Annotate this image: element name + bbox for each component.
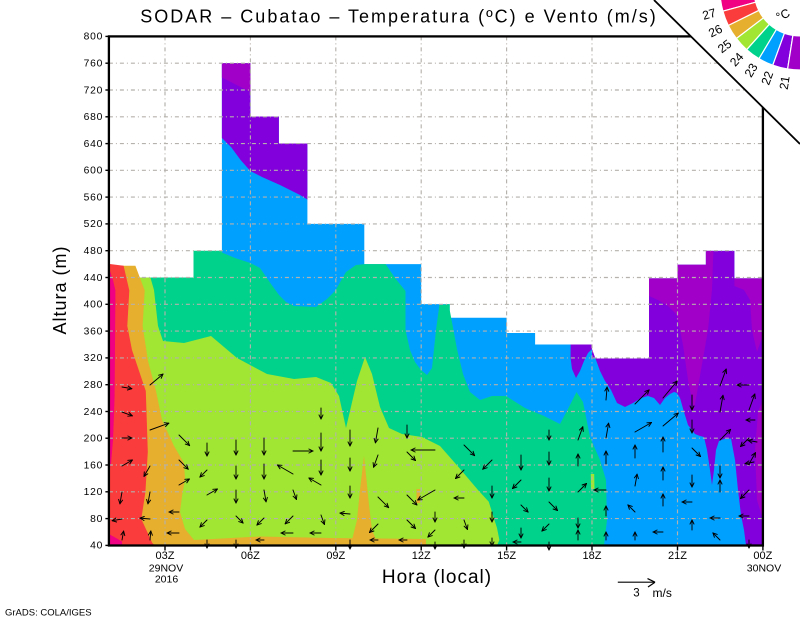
svg-text:40: 40 bbox=[90, 541, 103, 552]
svg-text:680: 680 bbox=[84, 112, 104, 123]
svg-text:06Z: 06Z bbox=[241, 550, 260, 562]
svg-text:440: 440 bbox=[84, 273, 104, 284]
svg-text:03Z: 03Z bbox=[156, 550, 175, 562]
svg-text:15Z: 15Z bbox=[497, 550, 516, 562]
svg-text:12Z: 12Z bbox=[412, 550, 431, 562]
svg-text:80: 80 bbox=[90, 514, 103, 525]
svg-text:280: 280 bbox=[84, 380, 104, 391]
svg-text:120: 120 bbox=[84, 487, 104, 498]
svg-text:560: 560 bbox=[84, 192, 104, 203]
svg-text:m/s: m/s bbox=[653, 586, 672, 600]
svg-text:Altura (m): Altura (m) bbox=[50, 245, 70, 334]
svg-text:SODAR – Cubatao – Temperatura: SODAR – Cubatao – Temperatura (ºC) e Ven… bbox=[140, 7, 657, 27]
svg-text:600: 600 bbox=[84, 166, 104, 177]
svg-text:21Z: 21Z bbox=[668, 550, 687, 562]
svg-text:240: 240 bbox=[84, 407, 104, 418]
svg-text:00Z: 00Z bbox=[753, 550, 772, 562]
svg-text:21: 21 bbox=[777, 75, 793, 91]
svg-text:30NOV: 30NOV bbox=[747, 563, 781, 575]
svg-text:GrADS: COLA/IGES: GrADS: COLA/IGES bbox=[5, 608, 92, 619]
svg-text:320: 320 bbox=[84, 353, 104, 364]
svg-text:520: 520 bbox=[84, 219, 104, 230]
svg-text:18Z: 18Z bbox=[583, 550, 602, 562]
svg-text:Hora (local): Hora (local) bbox=[382, 567, 492, 588]
svg-text:3: 3 bbox=[633, 588, 639, 600]
svg-text:360: 360 bbox=[84, 326, 104, 337]
svg-text:400: 400 bbox=[84, 300, 104, 311]
svg-text:720: 720 bbox=[84, 85, 104, 96]
svg-text:2016: 2016 bbox=[155, 574, 179, 586]
svg-text:160: 160 bbox=[84, 460, 104, 471]
svg-text:200: 200 bbox=[84, 434, 104, 445]
svg-text:09Z: 09Z bbox=[326, 550, 345, 562]
svg-text:480: 480 bbox=[84, 246, 104, 257]
svg-text:760: 760 bbox=[84, 59, 104, 70]
svg-text:800: 800 bbox=[84, 32, 104, 43]
svg-text:640: 640 bbox=[84, 139, 104, 150]
